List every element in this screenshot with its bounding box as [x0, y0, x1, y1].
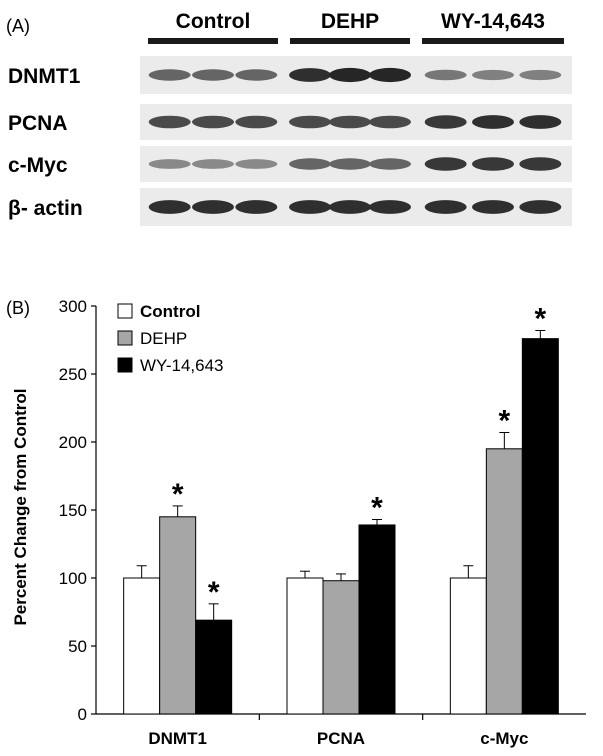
blot-band [424, 157, 467, 171]
blot-band [289, 115, 331, 129]
significance-marker: * [498, 404, 510, 437]
blot-band [235, 159, 278, 169]
blot-band [329, 200, 371, 214]
blot-group-label: Control [176, 10, 251, 33]
y-tick-label: 150 [59, 501, 87, 520]
y-axis: 0 50 100 150 200 250 300 [59, 297, 97, 724]
blot-band [289, 68, 331, 82]
blot-row-label: DNMT1 [8, 65, 81, 88]
y-tick-label: 0 [78, 705, 87, 724]
x-tick-label: DNMT1 [148, 729, 207, 748]
blot-band [519, 200, 562, 214]
x-tick-label: c-Myc [480, 729, 528, 748]
y-tick-label: 50 [68, 637, 87, 656]
blot-row-label: PCNA [8, 112, 68, 135]
legend-label: WY-14,643 [140, 356, 223, 375]
blot-band [192, 115, 234, 129]
blot-band [235, 69, 278, 81]
blot-band [472, 115, 514, 129]
blot-band [519, 157, 562, 171]
bar [521, 338, 559, 715]
blot-band [235, 200, 278, 214]
blot-band [235, 115, 278, 129]
significance-marker: * [172, 478, 184, 511]
blot-band [369, 158, 411, 170]
blot-band [472, 157, 514, 171]
y-tick-label: 250 [59, 365, 87, 384]
significance-marker: * [208, 576, 220, 609]
blot-band [289, 158, 331, 170]
blot-row: β- actin [8, 188, 572, 226]
x-tick-label: PCNA [317, 729, 365, 748]
blot-rows: DNMT1 PCNA c-Myc β- actin [8, 56, 572, 226]
bars: * * * * * [123, 302, 559, 715]
blot-band [424, 69, 467, 81]
x-axis: DNMT1 PCNA c-Myc [96, 713, 586, 748]
y-axis-label: Percent Change from Control [11, 388, 30, 625]
y-tick-label: 100 [59, 569, 87, 588]
blot-group-label: DEHP [321, 10, 379, 33]
panel-a: (A) Control DEHP WY-14,643 DNMT1 PCNA c-Myc β… [6, 10, 572, 226]
blot-group-label: WY-14,643 [441, 10, 545, 33]
blot-band [369, 115, 411, 129]
legend-swatch [117, 303, 133, 319]
bar [485, 448, 523, 715]
blot-group-bar [148, 38, 278, 44]
legend-swatch [117, 357, 133, 373]
blot-group-bar [422, 38, 564, 44]
blot-band [472, 200, 514, 214]
blot-band [192, 159, 234, 169]
legend: Control DEHP WY-14,643 [117, 302, 223, 375]
blot-band [192, 69, 234, 81]
legend-swatch [117, 330, 133, 346]
blot-row: c-Myc [8, 146, 572, 182]
bar [123, 577, 161, 715]
panel-b: (B) Percent Change from Control 0 50 100 15… [6, 297, 586, 748]
blot-band [519, 115, 562, 129]
blot-group-headers: Control DEHP WY-14,643 [148, 10, 564, 44]
blot-band [424, 200, 467, 214]
blot-row-label: c-Myc [8, 154, 68, 177]
blot-band [369, 67, 411, 83]
blot-band [329, 115, 371, 129]
blot-band [424, 115, 467, 129]
blot-band [289, 200, 331, 214]
blot-row-label: β- actin [8, 197, 83, 220]
blot-band [148, 69, 191, 81]
bar [322, 580, 360, 715]
bar [449, 577, 487, 715]
bar [195, 619, 233, 715]
bar [358, 524, 396, 715]
blot-band [519, 69, 562, 81]
significance-marker: * [534, 302, 546, 335]
blot-row: PCNA [8, 104, 572, 140]
blot-band [329, 158, 371, 170]
legend-label: DEHP [140, 329, 187, 348]
blot-band [148, 115, 191, 129]
blot-band [192, 200, 234, 214]
y-tick-label: 300 [59, 297, 87, 316]
bar [286, 577, 324, 715]
blot-band [329, 67, 371, 83]
blot-band [148, 200, 191, 214]
blot-band [369, 200, 411, 214]
significance-marker: * [371, 492, 383, 525]
panel-a-label: (A) [6, 16, 30, 36]
bar [159, 516, 197, 715]
legend-label: Control [140, 302, 200, 321]
blot-group-bar [290, 38, 410, 44]
blot-row: DNMT1 [8, 56, 572, 94]
blot-band [148, 159, 191, 169]
y-tick-label: 200 [59, 433, 87, 452]
panel-b-label: (B) [6, 298, 30, 318]
blot-band [472, 69, 514, 81]
